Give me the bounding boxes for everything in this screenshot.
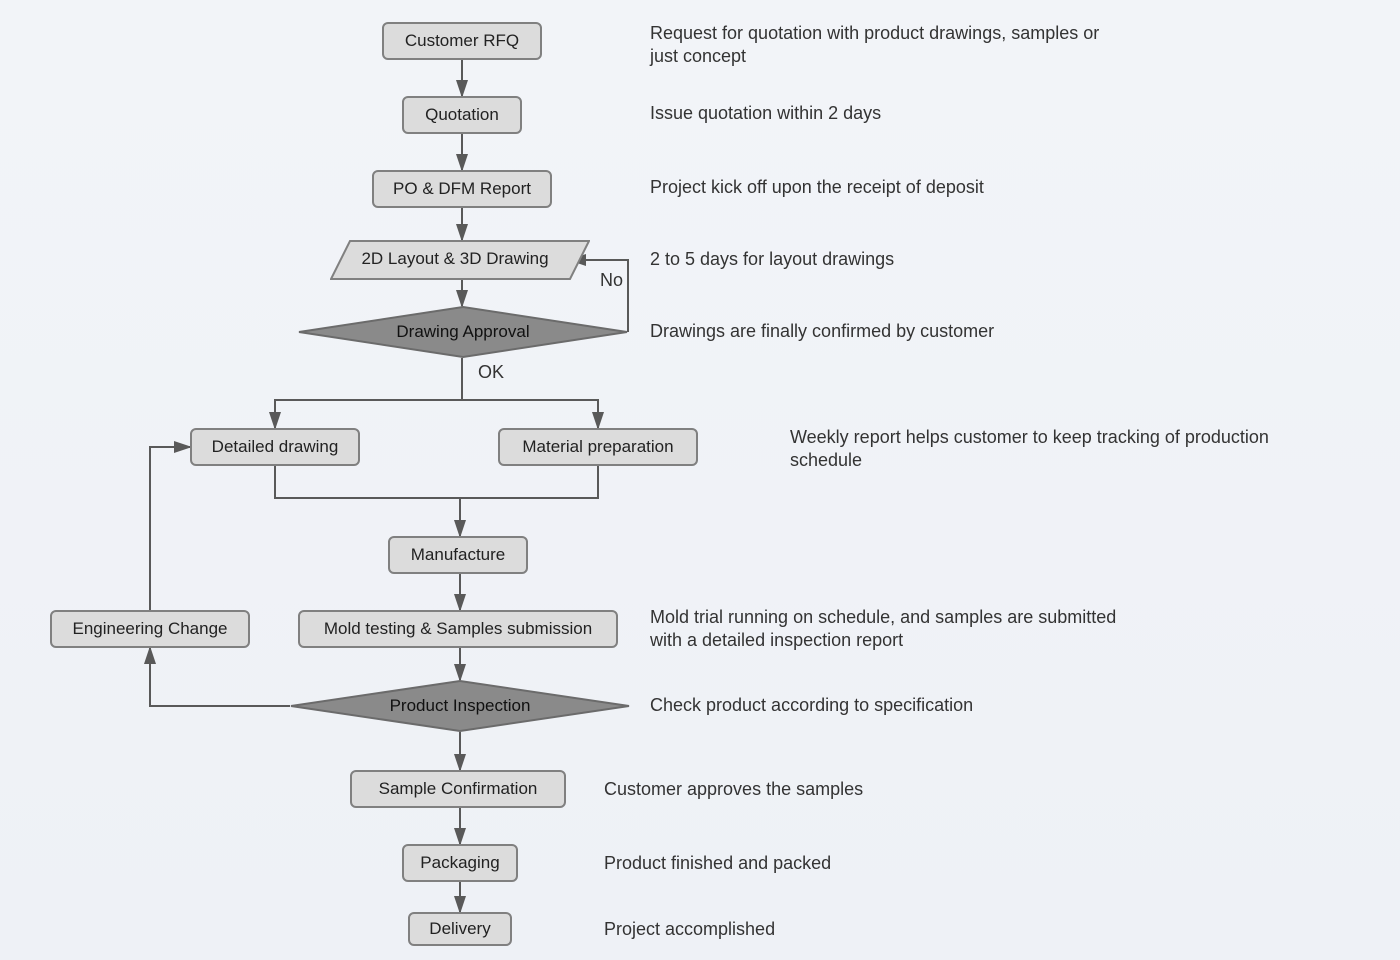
annotation-po: Project kick off upon the receipt of dep… bbox=[650, 176, 984, 199]
node-label: Engineering Change bbox=[72, 619, 227, 639]
edge-label-ok: OK bbox=[478, 362, 504, 383]
node-label: Manufacture bbox=[411, 545, 506, 565]
node-label: Product Inspection bbox=[390, 696, 531, 716]
annotation-weekly-report: Weekly report helps customer to keep tra… bbox=[790, 426, 1270, 473]
node-label: Packaging bbox=[420, 853, 499, 873]
node-detailed-drawing: Detailed drawing bbox=[190, 428, 360, 466]
node-product-inspection: Product Inspection bbox=[290, 680, 630, 732]
annotation-approval: Drawings are finally confirmed by custom… bbox=[650, 320, 994, 343]
annotation-layout: 2 to 5 days for layout drawings bbox=[650, 248, 894, 271]
node-mold-testing: Mold testing & Samples submission bbox=[298, 610, 618, 648]
node-label: Sample Confirmation bbox=[379, 779, 538, 799]
node-sample-confirmation: Sample Confirmation bbox=[350, 770, 566, 808]
node-engineering-change: Engineering Change bbox=[50, 610, 250, 648]
node-quotation: Quotation bbox=[402, 96, 522, 134]
node-customer-rfq: Customer RFQ bbox=[382, 22, 542, 60]
annotation-quotation: Issue quotation within 2 days bbox=[650, 102, 881, 125]
node-packaging: Packaging bbox=[402, 844, 518, 882]
node-label: Customer RFQ bbox=[405, 31, 519, 51]
node-label: 2D Layout & 3D Drawing bbox=[361, 249, 548, 269]
annotation-delivery: Project accomplished bbox=[604, 918, 775, 941]
node-drawing-approval: Drawing Approval bbox=[298, 306, 628, 358]
node-delivery: Delivery bbox=[408, 912, 512, 946]
node-2d-3d-layout: 2D Layout & 3D Drawing bbox=[330, 240, 580, 278]
annotation-sample-confirmation: Customer approves the samples bbox=[604, 778, 863, 801]
annotation-packaging: Product finished and packed bbox=[604, 852, 831, 875]
node-label: Detailed drawing bbox=[212, 437, 339, 457]
node-label: Drawing Approval bbox=[396, 322, 529, 342]
node-manufacture: Manufacture bbox=[388, 536, 528, 574]
node-label: Delivery bbox=[429, 919, 490, 939]
node-label: PO & DFM Report bbox=[393, 179, 531, 199]
node-label: Material preparation bbox=[522, 437, 673, 457]
edge-label-no: No bbox=[600, 270, 623, 291]
flowchart-edges bbox=[0, 0, 1400, 960]
annotation-rfq: Request for quotation with product drawi… bbox=[650, 22, 1130, 69]
node-po-dfm-report: PO & DFM Report bbox=[372, 170, 552, 208]
node-label: Quotation bbox=[425, 105, 499, 125]
node-material-preparation: Material preparation bbox=[498, 428, 698, 466]
annotation-inspection: Check product according to specification bbox=[650, 694, 973, 717]
node-label: Mold testing & Samples submission bbox=[324, 619, 592, 639]
annotation-mold: Mold trial running on schedule, and samp… bbox=[650, 606, 1130, 653]
